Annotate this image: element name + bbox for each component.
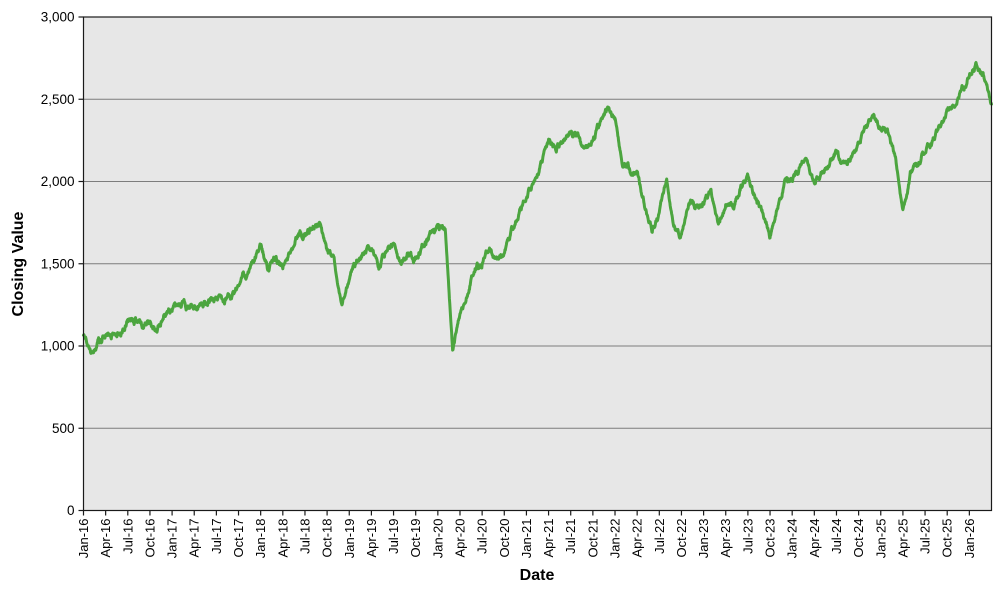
x-tick-label: Apr-19 [364,519,379,558]
x-tick-label: Jan-16 [76,519,91,559]
x-tick-label: Jan-17 [165,519,180,559]
x-tick-label: Oct-16 [142,519,157,558]
y-tick-label: 500 [52,421,75,436]
y-tick-label: 3,000 [41,10,75,25]
x-tick-label: Jul-23 [740,519,755,554]
x-tick-label: Jan-22 [608,519,623,559]
x-tick-label: Oct-18 [320,519,335,558]
x-tick-label: Oct-25 [940,519,955,558]
x-tick-label: Jul-18 [298,519,313,554]
x-tick-label: Oct-17 [231,519,246,558]
y-tick-label: 2,000 [41,174,75,189]
x-tick-label: Jul-25 [918,519,933,554]
x-tick-label: Oct-19 [408,519,423,558]
y-axis-title: Closing Value [10,211,27,316]
x-tick-label: Jul-19 [386,519,401,554]
x-tick-label: Jan-24 [785,519,800,559]
x-tick-label: Jan-23 [696,519,711,559]
x-tick-label: Jan-26 [962,519,977,559]
x-tick-label: Jan-21 [519,519,534,559]
x-tick-label: Apr-20 [453,519,468,558]
x-tick-label: Apr-22 [630,519,645,558]
x-tick-label: Jan-25 [873,519,888,559]
x-tick-label: Apr-21 [541,519,556,558]
x-axis-title: Date [520,567,555,584]
x-tick-label: Jul-17 [209,519,224,554]
y-tick-label: 0 [67,503,75,518]
x-tick-label: Apr-18 [275,519,290,558]
x-tick-label: Apr-23 [718,519,733,558]
x-tick-label: Jul-24 [829,519,844,554]
x-tick-label: Apr-24 [807,519,822,558]
y-tick-label: 1,000 [41,339,75,354]
x-tick-label: Oct-24 [851,519,866,558]
series-line [82,61,993,355]
x-tick-label: Oct-21 [585,519,600,558]
x-tick-label: Jul-20 [475,519,490,554]
y-tick-label: 2,500 [41,92,75,107]
x-tick-label: Jul-22 [652,519,667,554]
y-tick-label: 1,500 [41,256,75,271]
x-tick-label: Jul-16 [120,519,135,554]
x-tick-label: Apr-25 [895,519,910,558]
x-tick-label: Apr-17 [187,519,202,558]
x-tick-label: Jan-18 [253,519,268,559]
x-tick-label: Jul-21 [563,519,578,554]
x-tick-label: Jan-20 [430,519,445,559]
x-tick-label: Apr-16 [98,519,113,558]
x-tick-label: Jan-19 [342,519,357,559]
x-tick-label: Oct-23 [763,519,778,558]
x-tick-label: Oct-22 [674,519,689,558]
x-tick-label: Oct-20 [497,519,512,558]
